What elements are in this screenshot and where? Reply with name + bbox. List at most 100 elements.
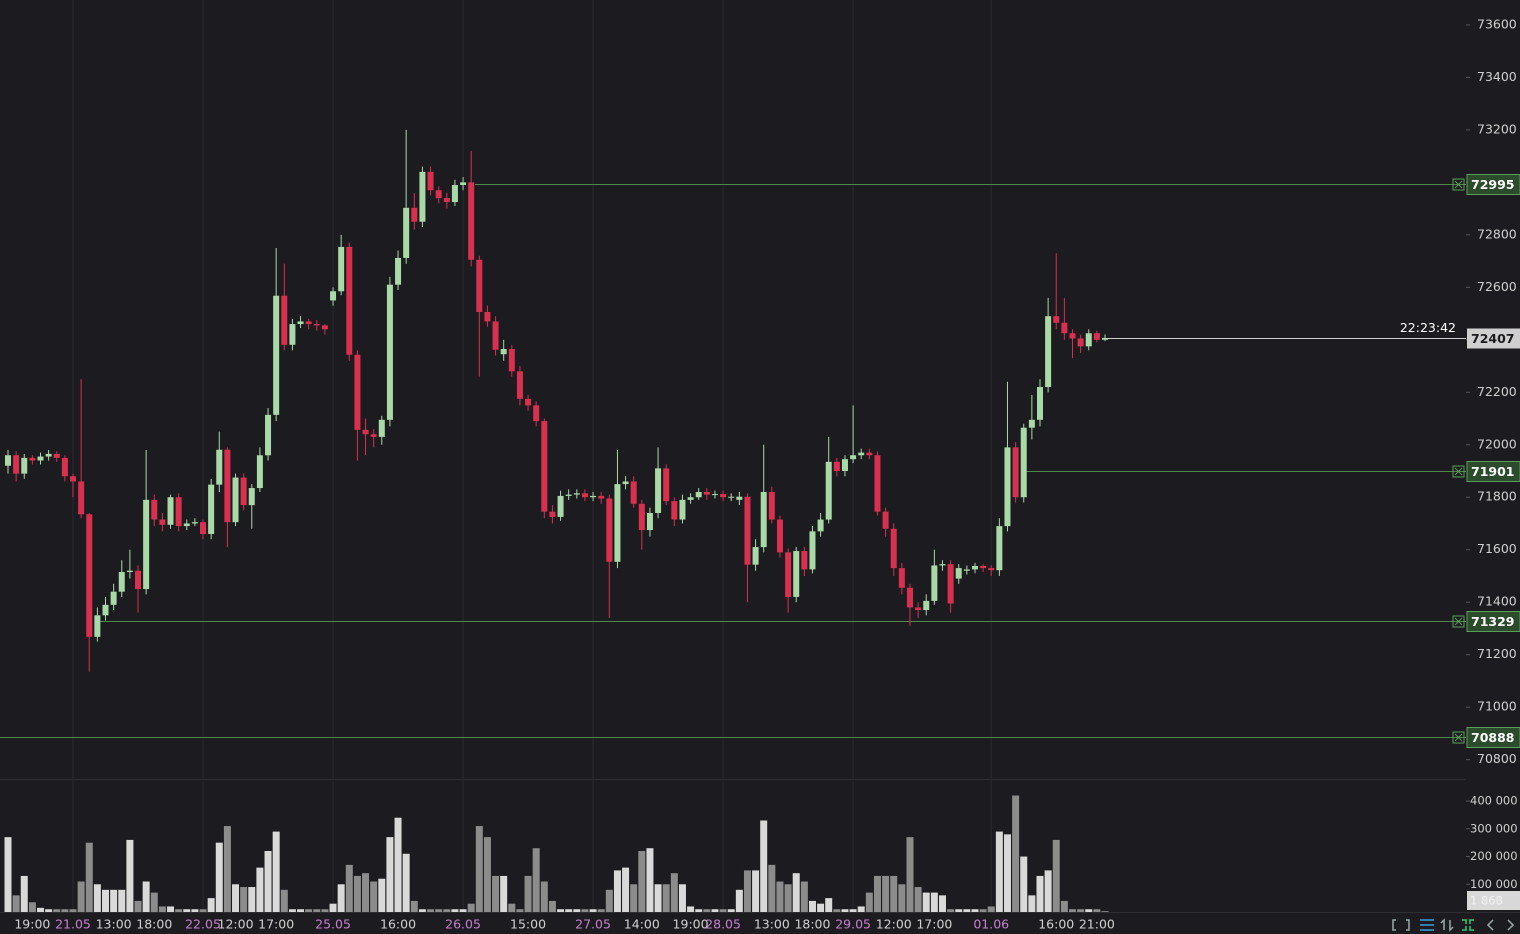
volume-bar: [882, 875, 890, 912]
volume-bar: [784, 884, 792, 912]
candle-body: [224, 449, 231, 523]
volume-bar: [451, 909, 459, 912]
candle-body: [711, 494, 718, 496]
candle-body: [947, 564, 954, 604]
level-label-box: [1466, 461, 1520, 482]
candle-body: [78, 481, 85, 515]
volume-bar: [735, 889, 743, 912]
date-label: 25.05: [315, 917, 351, 932]
volume-bar: [792, 873, 800, 912]
candle-body: [939, 564, 946, 566]
volume-bar: [865, 892, 873, 912]
price-tick-label: 72200: [1477, 384, 1517, 399]
volume-bar: [776, 881, 784, 912]
settings-button[interactable]: [1420, 919, 1434, 931]
candle-body: [378, 419, 385, 437]
volume-bar: [272, 831, 280, 912]
candle-body: [443, 198, 450, 203]
candle-body: [21, 457, 28, 474]
level-remove-button[interactable]: [1452, 731, 1465, 744]
candle-body: [321, 325, 328, 330]
volume-bar: [305, 909, 313, 912]
time-label: 21:00: [1079, 917, 1115, 932]
level-label: 71329: [1471, 614, 1515, 629]
candle-body: [728, 496, 735, 498]
scroll-right-button[interactable]: [1507, 919, 1515, 931]
volume-bar: [4, 837, 12, 912]
volume-bar: [995, 831, 1003, 912]
volume-bar: [947, 909, 955, 912]
scale-button[interactable]: [1440, 918, 1454, 932]
candle-body: [216, 449, 223, 485]
volume-bar: [930, 892, 938, 912]
level-label: 70888: [1471, 730, 1515, 745]
volume-bar: [191, 909, 199, 912]
candle-body: [476, 259, 483, 312]
candle-body: [720, 494, 727, 498]
volume-bar: [28, 902, 36, 912]
candle-body: [5, 455, 11, 466]
volume-bar: [280, 889, 288, 912]
volume-bar: [402, 853, 410, 912]
candle-body: [346, 246, 353, 355]
volume-bar: [77, 881, 85, 912]
candle-body: [126, 570, 133, 573]
volume-bar: [313, 909, 321, 912]
scroll-left-button[interactable]: [1486, 919, 1494, 931]
candle-body: [622, 481, 629, 485]
level-remove-button[interactable]: [1452, 178, 1465, 191]
volume-bar: [483, 837, 491, 912]
candle-body: [386, 284, 393, 420]
volume-bar: [378, 878, 386, 912]
volume-bar: [1036, 875, 1044, 912]
volume-bar: [207, 898, 215, 912]
volume-tick-label: 100 000: [1470, 877, 1518, 891]
level-remove-button[interactable]: [1452, 615, 1465, 628]
price-tick-label: 71400: [1477, 594, 1517, 609]
candle-body: [167, 497, 174, 525]
volume-bar: [516, 909, 524, 912]
fit-button[interactable]: [1462, 919, 1474, 931]
candle-body: [533, 405, 540, 422]
time-label: 12:00: [876, 917, 912, 932]
volume-bar: [345, 864, 353, 912]
candle-body: [1012, 447, 1019, 498]
candle-body: [565, 494, 572, 496]
candle-body: [541, 421, 548, 512]
price-tick-label: 71000: [1477, 699, 1517, 714]
volume-bar: [118, 889, 126, 912]
candle-body: [988, 568, 995, 571]
candle-body: [151, 499, 158, 520]
volume-bar: [808, 900, 816, 912]
volume-bar: [443, 909, 451, 912]
volume-bar: [20, 875, 28, 912]
time-label: 18:00: [136, 917, 172, 932]
level-label-box: [1466, 611, 1520, 632]
candle-body: [955, 568, 962, 579]
candle-body: [557, 495, 564, 517]
candle-body: [915, 607, 922, 611]
last-price-box: [1467, 328, 1520, 349]
candle-body: [882, 511, 889, 529]
volume-tick-label: 300 000: [1470, 821, 1518, 835]
volume-bar: [102, 889, 110, 912]
candle-body: [858, 452, 865, 456]
candle-body: [37, 456, 44, 461]
volume-bar: [126, 839, 134, 912]
time-label: 17:00: [916, 917, 952, 932]
candle-body: [590, 495, 597, 498]
candle-body: [963, 569, 970, 571]
date-label: 21.05: [55, 917, 91, 932]
candle-body: [687, 497, 694, 500]
candle-body: [208, 484, 215, 534]
candle-body: [1069, 333, 1076, 339]
level-remove-button[interactable]: [1452, 465, 1465, 478]
fullscreen-button[interactable]: [1392, 919, 1410, 931]
volume-bar: [362, 873, 370, 912]
price-tick-label: 71600: [1477, 541, 1517, 556]
candle-body: [484, 311, 491, 322]
candle-body: [289, 324, 296, 345]
time-label: 16:00: [380, 917, 416, 932]
price-tick-label: 72800: [1477, 226, 1517, 241]
time-label: 13:00: [754, 917, 790, 932]
